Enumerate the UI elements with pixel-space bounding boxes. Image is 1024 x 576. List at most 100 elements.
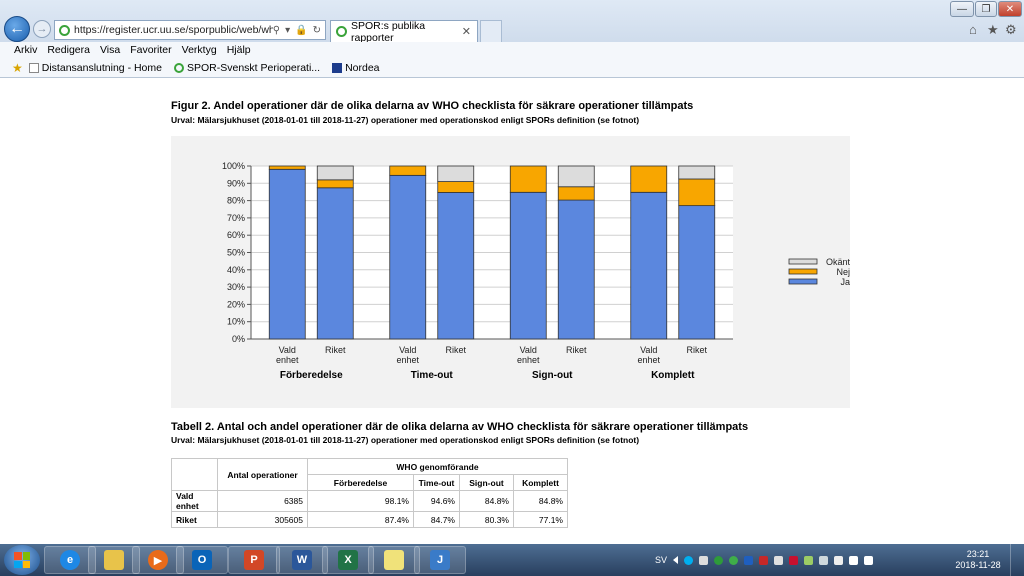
media-player-icon: ▶ — [148, 550, 168, 570]
bluetooth-icon[interactable] — [744, 555, 754, 565]
bar-label: Riket — [566, 345, 587, 355]
signal-icon[interactable] — [849, 555, 859, 565]
column-header: Time-out — [413, 474, 460, 491]
search-icon[interactable]: ⚲ — [272, 24, 281, 36]
menu-favoriter[interactable]: Favoriter — [130, 44, 172, 56]
show-desktop-button[interactable] — [1010, 544, 1024, 576]
bar-label: enhet — [637, 355, 660, 365]
cell-value: 84.7% — [413, 511, 460, 528]
flag-icon[interactable] — [789, 555, 799, 565]
outlook-icon: O — [192, 550, 212, 570]
update-icon[interactable] — [729, 555, 739, 565]
battery-icon[interactable] — [834, 555, 844, 565]
internet-explorer-icon: e — [60, 550, 80, 570]
bar-label: enhet — [276, 355, 299, 365]
table-title: Tabell 2. Antal och andel operationer dä… — [171, 421, 749, 433]
browser-chrome: ← → https://register.ucr.uu.se/sporpubli… — [0, 0, 1024, 44]
folder-icon — [104, 550, 124, 570]
bar-segment-ja — [268, 168, 306, 340]
favorite-label: Distansanslutning - Home — [41, 61, 162, 74]
start-button[interactable] — [4, 545, 40, 575]
bar-segment-ja — [630, 191, 668, 340]
favorite-nordea[interactable]: Nordea — [332, 61, 380, 74]
favorite-label: Nordea — [345, 61, 380, 74]
bar-label: Riket — [686, 345, 707, 355]
y-tick-label: 30% — [227, 282, 245, 292]
gear-icon[interactable]: ⚙ — [1005, 22, 1017, 37]
menu-arkiv[interactable]: Arkiv — [14, 44, 38, 56]
bar-segment-okänt — [678, 165, 716, 180]
cell-count: 305605 — [217, 511, 308, 528]
y-tick-label: 90% — [227, 178, 245, 188]
bar-label: enhet — [517, 355, 540, 365]
skype-icon[interactable] — [684, 555, 694, 565]
address-bar[interactable]: https://register.ucr.uu.se/sporpublic/we… — [54, 20, 326, 40]
security-icon[interactable] — [714, 555, 724, 565]
column-header: Förberedelse — [307, 474, 414, 491]
taskbar-outlook[interactable]: O — [176, 546, 228, 574]
new-tab-button[interactable] — [480, 20, 502, 42]
notes-icon — [384, 550, 404, 570]
taskbar-notes[interactable] — [368, 546, 420, 574]
sync-icon[interactable] — [699, 555, 709, 565]
close-window-button[interactable]: ✕ — [998, 1, 1022, 17]
antivirus-icon[interactable] — [759, 555, 769, 565]
display-icon[interactable] — [819, 555, 829, 565]
menu-verktyg[interactable]: Verktyg — [181, 44, 217, 56]
bar-segment-nej — [630, 165, 668, 193]
header-group: WHO genomförande — [307, 458, 568, 475]
refresh-icon[interactable]: ↻ — [312, 24, 321, 36]
menu-redigera[interactable]: Redigera — [47, 44, 90, 56]
bar-label: enhet — [396, 355, 419, 365]
legend-label: Ja — [840, 277, 850, 287]
nordea-icon — [332, 62, 343, 73]
favorites-star-icon[interactable]: ★ — [12, 60, 23, 75]
volume-icon[interactable] — [864, 555, 874, 565]
home-icon[interactable]: ⌂ — [969, 22, 977, 37]
spor-icon — [174, 62, 184, 73]
tray-arrow-icon[interactable] — [673, 556, 679, 564]
back-button[interactable]: ← — [4, 16, 30, 42]
bar-segment-nej — [678, 178, 716, 207]
arrow-right-icon: → — [36, 23, 48, 35]
taskbar-powerpoint[interactable]: P — [228, 546, 280, 574]
taskbar-word[interactable]: W — [276, 546, 328, 574]
menu-visa[interactable]: Visa — [99, 44, 121, 56]
bar-segment-ja — [389, 174, 427, 340]
legend-label: Okänt — [826, 257, 850, 267]
bar-label: Vald — [640, 345, 657, 355]
star-icon[interactable]: ★ — [987, 22, 999, 37]
excel-icon: X — [338, 550, 358, 570]
favorite-spor[interactable]: SPOR-Svenskt Perioperati... — [174, 62, 320, 74]
clock[interactable]: 23:21 2018-11-28 — [955, 549, 1001, 571]
favorite-distansanslutning[interactable]: Distansanslutning - Home — [28, 61, 162, 74]
tab-site-icon — [336, 26, 347, 37]
legend-swatch-okänt — [788, 258, 818, 265]
nav-app-icon: J — [430, 550, 450, 570]
figure-subtitle: Urval: Mälarsjukhuset (2018-01-01 till 2… — [171, 115, 640, 125]
taskbar-excel[interactable]: X — [322, 546, 374, 574]
bar-segment-ja — [509, 191, 547, 340]
close-tab-icon[interactable]: ✕ — [461, 26, 471, 38]
address-text[interactable]: https://register.ucr.uu.se/sporpublic/we… — [74, 24, 273, 36]
taskbar-file-explorer[interactable] — [88, 546, 140, 574]
bar-segment-nej — [316, 179, 354, 189]
y-tick-label: 40% — [227, 265, 245, 275]
results-table: Antal operationer WHO genomförande Förbe… — [171, 458, 568, 528]
clock-time: 23:21 — [966, 549, 990, 559]
mail-icon[interactable] — [774, 555, 784, 565]
taskbar-nav-app[interactable]: J — [414, 546, 466, 574]
lock-icon[interactable]: 🔒 — [295, 24, 308, 36]
tab-spor[interactable]: SPOR:s publika rapporter ✕ — [330, 20, 478, 44]
maximize-button[interactable]: ❐ — [975, 1, 997, 17]
forward-button[interactable]: → — [33, 20, 51, 38]
dropdown-icon[interactable]: ▾ — [285, 24, 291, 36]
minimize-button[interactable]: — — [950, 1, 974, 17]
language-indicator[interactable]: SV — [655, 555, 668, 565]
taskbar-media-player[interactable]: ▶ — [132, 546, 184, 574]
taskbar-internet-explorer[interactable]: e — [44, 546, 96, 574]
bar-segment-ja — [316, 187, 354, 340]
menu-hjalp[interactable]: Hjälp — [226, 44, 251, 56]
favorite-label: SPOR-Svenskt Perioperati... — [187, 61, 321, 74]
network-status-icon[interactable] — [804, 555, 814, 565]
